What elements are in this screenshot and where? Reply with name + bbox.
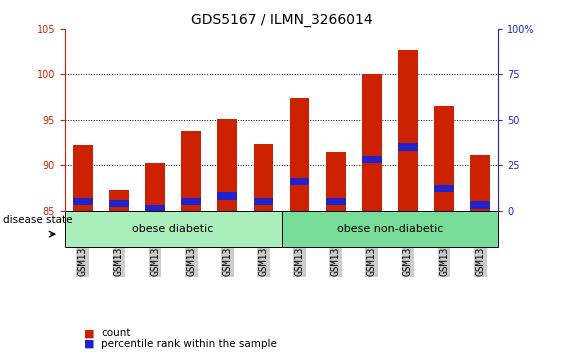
Bar	[362, 74, 382, 211]
Bar	[109, 200, 129, 207]
Bar	[181, 198, 201, 205]
Bar	[362, 156, 382, 163]
Bar	[73, 145, 93, 211]
Bar	[253, 144, 274, 211]
Text: count: count	[101, 328, 131, 338]
Bar	[434, 106, 454, 211]
Bar	[289, 178, 310, 185]
Bar	[434, 185, 454, 192]
Text: disease state: disease state	[3, 215, 72, 225]
Bar	[73, 198, 93, 205]
Bar	[217, 119, 237, 211]
Bar	[145, 205, 165, 212]
Bar	[181, 131, 201, 211]
Bar	[289, 98, 310, 211]
Text: ■: ■	[84, 339, 95, 349]
Bar	[109, 189, 129, 211]
Bar	[470, 155, 490, 211]
Bar	[145, 163, 165, 211]
Text: obese non-diabetic: obese non-diabetic	[337, 224, 443, 234]
Text: percentile rank within the sample: percentile rank within the sample	[101, 339, 277, 349]
Bar	[398, 50, 418, 211]
Text: GDS5167 / ILMN_3266014: GDS5167 / ILMN_3266014	[191, 13, 372, 27]
Bar	[326, 198, 346, 205]
Bar	[253, 198, 274, 205]
Text: obese diabetic: obese diabetic	[132, 224, 214, 234]
Text: ■: ■	[84, 328, 95, 338]
Bar	[217, 192, 237, 200]
Bar	[470, 201, 490, 209]
Bar	[398, 143, 418, 151]
Bar	[326, 151, 346, 211]
